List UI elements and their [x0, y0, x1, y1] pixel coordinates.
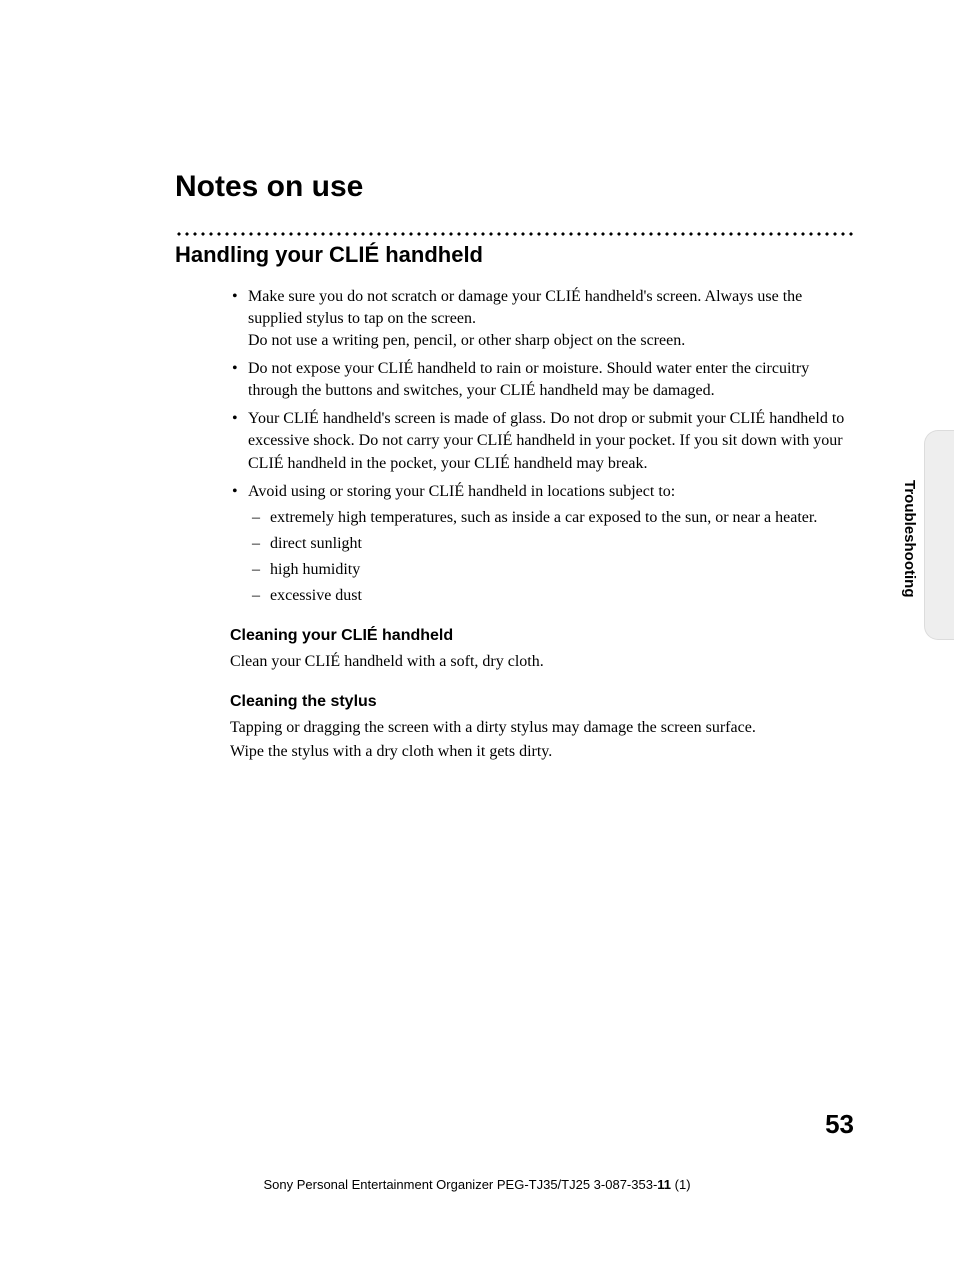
list-text: Avoid using or storing your CLIÉ handhel…: [248, 483, 675, 500]
sub-list-text: excessive dust: [270, 587, 362, 604]
sub-list-text: extremely high temperatures, such as ins…: [270, 509, 817, 526]
footer-bold: 11: [657, 1177, 671, 1192]
manual-page: Notes on use Handling your CLIÉ handheld…: [0, 0, 954, 1270]
list-text: Your CLIÉ handheld's screen is made of g…: [248, 410, 844, 471]
paragraph: Wipe the stylus with a dry cloth when it…: [230, 741, 854, 763]
section-tab: Troubleshooting: [898, 430, 954, 640]
sub-list-item: extremely high temperatures, such as ins…: [252, 507, 854, 529]
sub-list: extremely high temperatures, such as ins…: [248, 507, 854, 607]
tab-label: Troubleshooting: [901, 480, 918, 598]
sub-list-text: high humidity: [270, 561, 360, 578]
sub-list-text: direct sunlight: [270, 535, 362, 552]
list-item: Avoid using or storing your CLIÉ handhel…: [230, 481, 854, 607]
bullet-list: Make sure you do not scratch or damage y…: [230, 286, 854, 607]
list-text: Make sure you do not scratch or damage y…: [248, 288, 802, 327]
list-item: Your CLIÉ handheld's screen is made of g…: [230, 408, 854, 474]
subheading-cleaning-handheld: Cleaning your CLIÉ handheld: [230, 625, 854, 647]
subheading-cleaning-stylus: Cleaning the stylus: [230, 691, 854, 713]
body-content: Make sure you do not scratch or damage y…: [230, 286, 854, 763]
chapter-title: Notes on use: [175, 170, 854, 204]
section-title: Handling your CLIÉ handheld: [175, 242, 854, 268]
tab-shape: [924, 430, 954, 640]
footer-text: Sony Personal Entertainment Organizer PE…: [263, 1177, 657, 1192]
list-item: Do not expose your CLIÉ handheld to rain…: [230, 358, 854, 402]
footer-text: (1): [671, 1177, 691, 1192]
paragraph: Clean your CLIÉ handheld with a soft, dr…: [230, 651, 854, 673]
paragraph: Tapping or dragging the screen with a di…: [230, 717, 854, 739]
footer-line: Sony Personal Entertainment Organizer PE…: [0, 1177, 954, 1192]
page-number: 53: [825, 1109, 854, 1140]
dotted-rule: [175, 232, 854, 236]
sub-list-item: high humidity: [252, 559, 854, 581]
sub-list-item: excessive dust: [252, 585, 854, 607]
list-text: Do not expose your CLIÉ handheld to rain…: [248, 360, 809, 399]
list-text: Do not use a writing pen, pencil, or oth…: [248, 332, 685, 349]
list-item: Make sure you do not scratch or damage y…: [230, 286, 854, 352]
sub-list-item: direct sunlight: [252, 533, 854, 555]
